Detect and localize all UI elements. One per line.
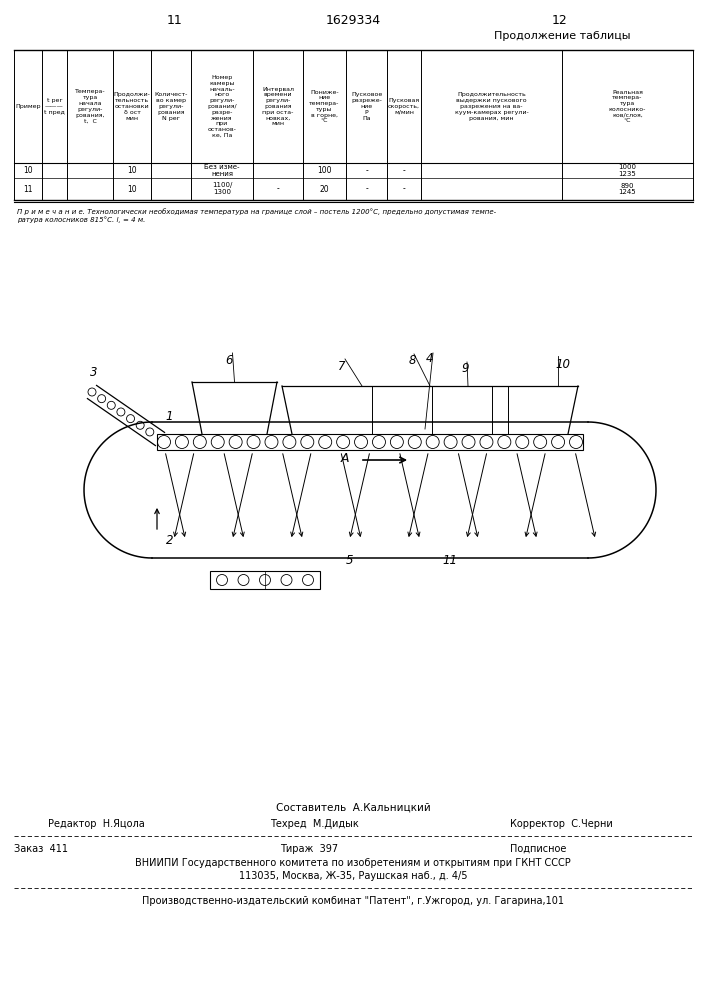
Text: 6: 6	[226, 354, 233, 366]
Text: Продолжение таблицы: Продолжение таблицы	[493, 31, 630, 41]
Text: 11: 11	[167, 13, 183, 26]
Text: 1000
1235: 1000 1235	[619, 164, 636, 177]
Text: Редактор  Н.Яцола: Редактор Н.Яцола	[48, 819, 145, 829]
Text: -: -	[402, 166, 405, 175]
Text: Техред  М.Дидык: Техред М.Дидык	[270, 819, 358, 829]
Text: Тираж  397: Тираж 397	[280, 844, 338, 854]
Text: Корректор  С.Черни: Корректор С.Черни	[510, 819, 613, 829]
Text: Реальная
темпера-
тура
колоснико-
ков/слоя,
°C: Реальная темпера- тура колоснико- ков/сл…	[609, 90, 646, 123]
Text: -: -	[402, 184, 405, 194]
Text: 12: 12	[552, 13, 568, 26]
Text: Количест-
во камер
регули-
рования
N рег: Количест- во камер регули- рования N рег	[154, 92, 187, 121]
Text: 11: 11	[23, 184, 33, 194]
Text: Подписное: Подписное	[510, 844, 566, 854]
Text: -: -	[276, 184, 279, 194]
Text: 10: 10	[127, 166, 137, 175]
Text: -: -	[365, 166, 368, 175]
Text: 7: 7	[338, 360, 346, 372]
Text: 8: 8	[408, 355, 416, 367]
Text: 10: 10	[23, 166, 33, 175]
Text: Темпера-
тура
начала
регули-
рования,
t,  С: Темпера- тура начала регули- рования, t,…	[75, 90, 105, 123]
Text: t рег
———
t пред: t рег ——— t пред	[44, 98, 65, 115]
Text: Пример: Пример	[16, 104, 41, 109]
Text: 1: 1	[165, 410, 173, 422]
Text: Производственно-издательский комбинат "Патент", г.Ужгород, ул. Гагарина,101: Производственно-издательский комбинат "П…	[142, 896, 564, 906]
Text: Заказ  411: Заказ 411	[14, 844, 68, 854]
Text: Номер
камеры
началь-
ного
регули-
рования/
разре-
жения
при
останов-
ке, Па: Номер камеры началь- ного регули- ровани…	[207, 75, 237, 138]
Text: A: A	[341, 452, 349, 464]
Text: 10: 10	[127, 184, 137, 194]
Bar	[210, 571, 320, 589]
Text: 11: 11	[443, 554, 457, 566]
Text: Пусковая
скорость,
м/мин: Пусковая скорость, м/мин	[388, 98, 420, 115]
Text: 113035, Москва, Ж-35, Раушская наб., д. 4/5: 113035, Москва, Ж-35, Раушская наб., д. …	[239, 871, 467, 881]
Text: 1100/
1300: 1100/ 1300	[212, 182, 232, 196]
Text: ВНИИПИ Государственного комитета по изобретениям и открытиям при ГКНТ СССР: ВНИИПИ Государственного комитета по изоб…	[135, 858, 571, 868]
Text: 9: 9	[461, 362, 469, 375]
Text: 2: 2	[166, 534, 174, 546]
Text: Продолжи-
тельность
остановки
δ ост
мин: Продолжи- тельность остановки δ ост мин	[114, 92, 151, 121]
Text: 3: 3	[90, 365, 98, 378]
Text: П р и м е ч а н и е. Технологически необходимая температура на границе слой – по: П р и м е ч а н и е. Технологически необ…	[17, 208, 496, 223]
Text: Составитель  А.Кальницкий: Составитель А.Кальницкий	[276, 803, 431, 813]
Text: 5: 5	[346, 554, 354, 566]
Text: Интервал
времени
регули-
рования
при оста-
новках,
мин: Интервал времени регули- рования при ост…	[262, 87, 294, 126]
Text: 4: 4	[426, 353, 434, 365]
Text: 100: 100	[317, 166, 332, 175]
Text: Без изме-
нения: Без изме- нения	[204, 164, 240, 177]
Text: -: -	[365, 184, 368, 194]
Text: 1629334: 1629334	[325, 13, 380, 26]
Text: Продолжительность
выдержки пускового
разрежения на ва-
куум-камерах регули-
рова: Продолжительность выдержки пускового раз…	[455, 92, 528, 121]
Text: Пониже-
ние
темпера-
туры
в горне,
°C: Пониже- ние темпера- туры в горне, °C	[310, 90, 339, 123]
Text: Пусковое
разреже-
ние
P
Па: Пусковое разреже- ние P Па	[351, 92, 382, 121]
Bar	[157, 434, 583, 450]
Text: 20: 20	[320, 184, 329, 194]
Text: 10: 10	[556, 358, 571, 370]
Text: 890
1245: 890 1245	[619, 182, 636, 196]
